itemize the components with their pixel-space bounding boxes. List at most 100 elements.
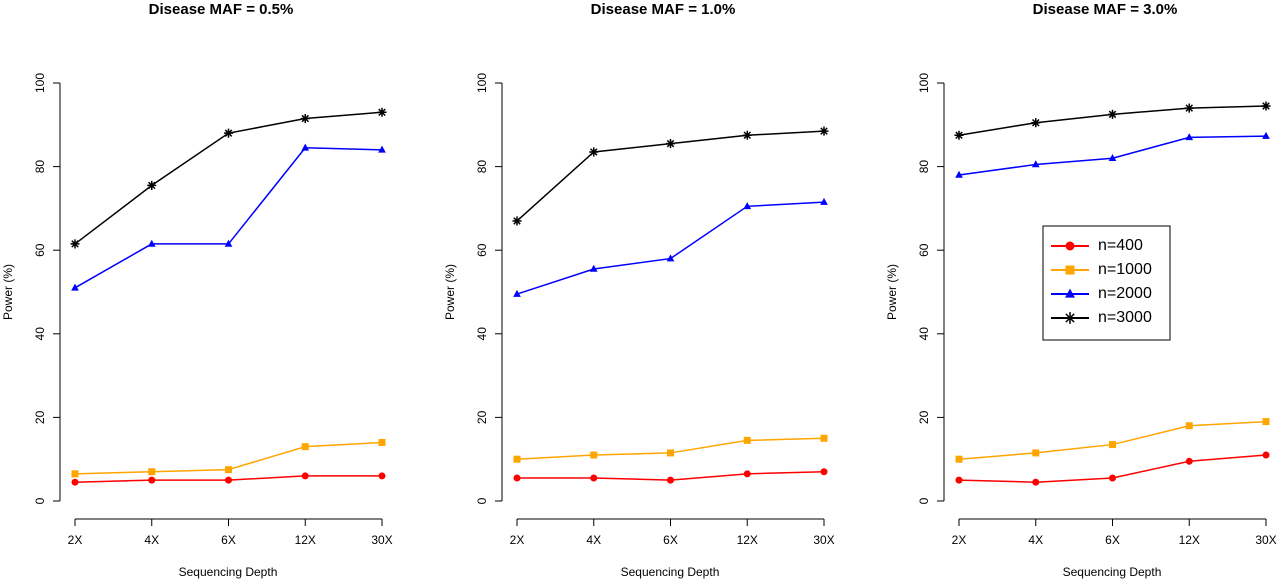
marker (820, 468, 828, 476)
marker (1262, 418, 1270, 426)
marker (1065, 265, 1075, 275)
panel: Disease MAF = 1.0% Sequencing Depth Power … (443, 1, 835, 579)
y-tick-label: 80 (917, 160, 931, 174)
marker (225, 476, 232, 484)
y-axis-label: Power (%) (1, 264, 15, 320)
legend-label: n=400 (1098, 237, 1143, 254)
marker (513, 474, 521, 482)
marker (743, 470, 751, 478)
panel: Disease MAF = 3.0% Sequencing Depth Power … (885, 1, 1277, 579)
marker (1031, 118, 1041, 128)
marker (71, 283, 79, 291)
y-tick-label: 100 (475, 73, 489, 93)
marker (1261, 101, 1271, 111)
legend-label: n=1000 (1098, 261, 1152, 278)
x-tick-label: 6X (1105, 533, 1120, 547)
marker (377, 107, 387, 117)
marker (71, 470, 79, 478)
x-tick-label: 30X (1255, 533, 1276, 547)
marker (71, 478, 79, 486)
marker (955, 170, 963, 178)
marker (301, 472, 309, 480)
x-tick-label: 2X (510, 533, 525, 547)
marker (1107, 109, 1118, 119)
marker (148, 476, 156, 484)
marker (590, 451, 598, 459)
legend: n=400 n=1000 n=2000 n=3000 (1042, 225, 1171, 341)
legend-label: n=3000 (1098, 309, 1152, 326)
x-tick-label: 4X (1028, 533, 1043, 547)
marker (1262, 131, 1270, 139)
panel: Disease MAF = 0.5% Sequencing Depth Power … (1, 1, 393, 579)
marker (1032, 449, 1040, 457)
marker (743, 202, 752, 210)
y-tick-label: 60 (917, 243, 931, 257)
marker (225, 466, 232, 474)
y-axis-label: Power (%) (885, 264, 899, 320)
y-tick-label: 0 (33, 497, 47, 504)
x-tick-label: 4X (586, 533, 601, 547)
y-tick-label: 60 (33, 243, 47, 257)
marker (1032, 478, 1040, 486)
marker (667, 476, 674, 484)
marker (819, 126, 829, 136)
marker (742, 130, 752, 140)
y-tick-label: 40 (917, 327, 931, 341)
marker (1262, 451, 1270, 459)
x-axis-label: Sequencing Depth (621, 565, 720, 579)
series-line (958, 420, 1267, 460)
marker (820, 434, 828, 442)
x-tick-label: 6X (221, 533, 236, 547)
marker (955, 455, 963, 463)
marker (1185, 457, 1193, 465)
marker (820, 197, 828, 205)
x-tick-label: 2X (68, 533, 83, 547)
x-tick-label: 12X (737, 533, 758, 547)
y-tick-label: 20 (475, 410, 489, 424)
marker (955, 476, 963, 484)
x-tick-label: 12X (295, 533, 316, 547)
marker (590, 474, 598, 482)
x-axis-label: Sequencing Depth (1063, 565, 1162, 579)
chart-title: Disease MAF = 1.0% (591, 1, 736, 18)
chart-title: Disease MAF = 0.5% (149, 1, 294, 18)
x-tick-label: 30X (813, 533, 834, 547)
marker (1185, 422, 1193, 430)
marker (378, 472, 386, 480)
y-tick-label: 0 (475, 497, 489, 504)
marker (301, 443, 309, 451)
marker (1065, 288, 1075, 298)
marker (70, 239, 80, 249)
marker (667, 449, 674, 457)
marker (1109, 474, 1116, 482)
y-tick-label: 20 (917, 410, 931, 424)
marker (1109, 441, 1116, 449)
y-tick-label: 40 (475, 327, 489, 341)
marker (743, 436, 751, 444)
marker (1184, 103, 1194, 113)
marker (589, 264, 598, 272)
x-tick-label: 2X (952, 533, 967, 547)
marker (954, 130, 964, 140)
legend-label: n=2000 (1098, 285, 1152, 302)
y-tick-label: 80 (33, 160, 47, 174)
y-tick-label: 60 (475, 243, 489, 257)
y-tick-label: 0 (917, 497, 931, 504)
x-tick-label: 4X (144, 533, 159, 547)
marker (513, 289, 521, 297)
marker (1065, 241, 1075, 251)
x-axis-label: Sequencing Depth (179, 565, 278, 579)
marker (378, 438, 386, 446)
y-axis-label: Power (%) (443, 264, 457, 320)
y-tick-label: 100 (917, 73, 931, 93)
y-tick-label: 100 (33, 73, 47, 93)
y-tick-label: 40 (33, 327, 47, 341)
marker (665, 139, 676, 149)
marker (1185, 133, 1194, 141)
marker (147, 180, 157, 190)
marker (589, 147, 599, 157)
marker (147, 239, 156, 247)
marker (513, 455, 521, 463)
x-tick-label: 30X (371, 533, 392, 547)
